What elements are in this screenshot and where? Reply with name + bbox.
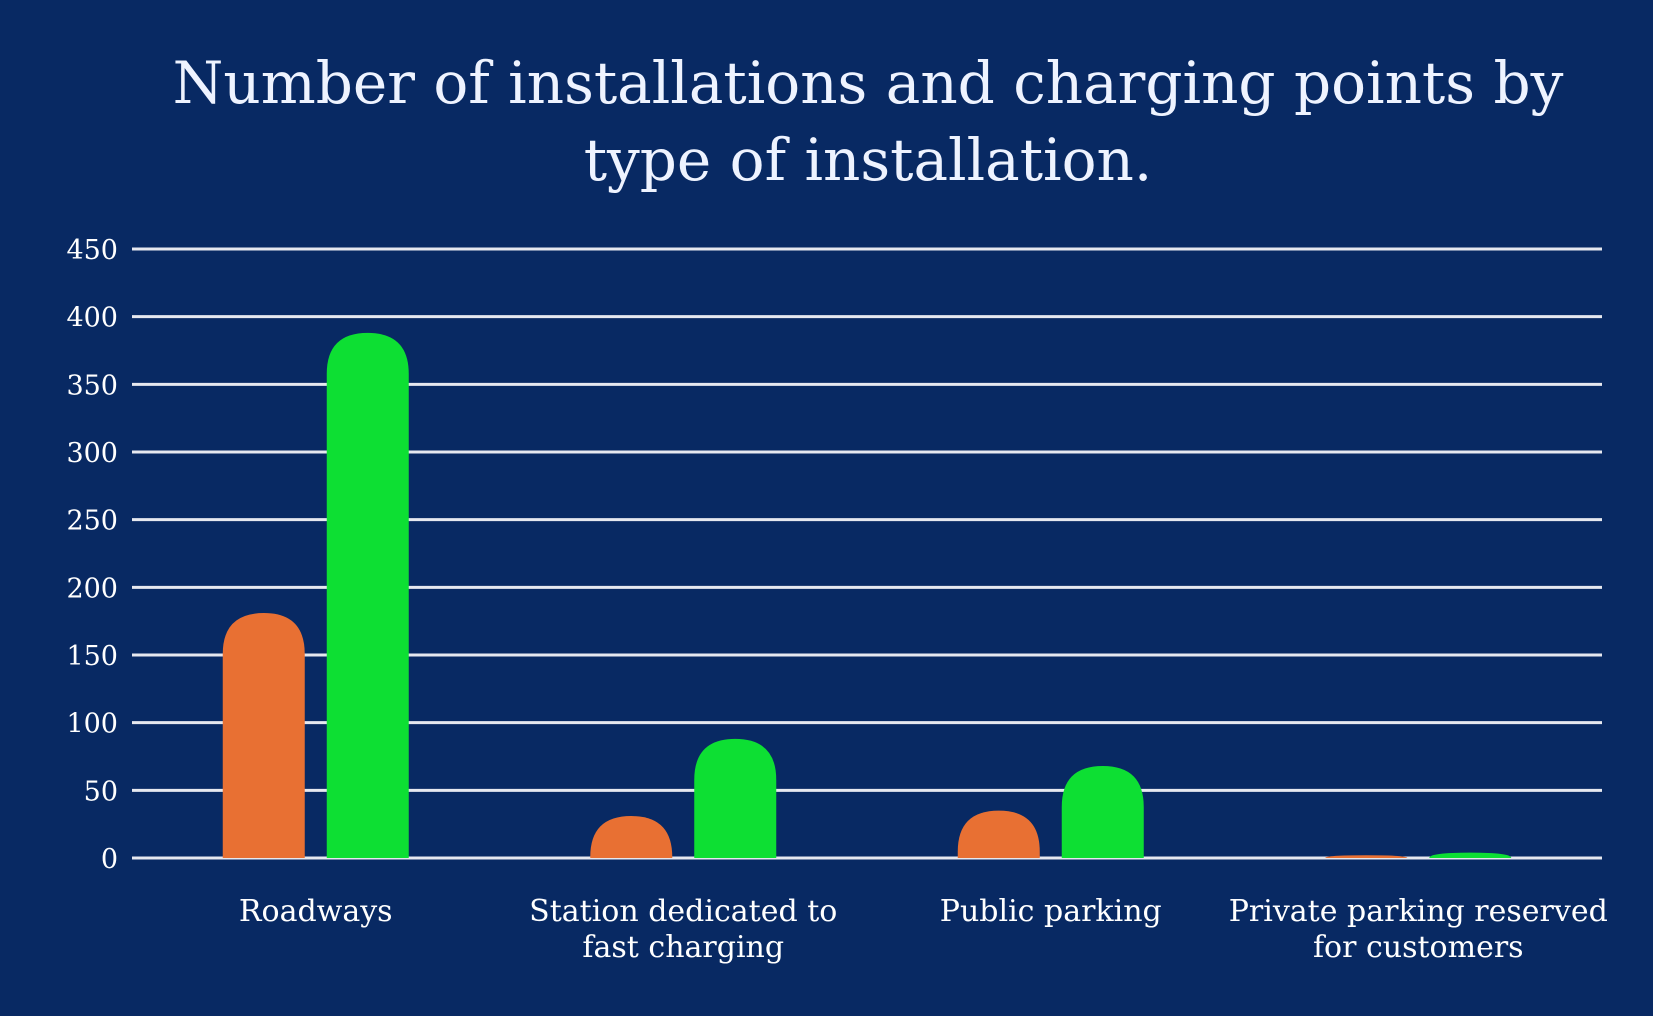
bar [326,332,409,858]
y-axis-tick-labels: 0 50 100 150 200 250 300 350 400 450 [66,235,118,875]
y-tick-label: 150 [66,641,118,672]
bar [1325,855,1408,858]
bar [590,816,673,858]
y-tick-label: 400 [66,303,118,334]
chart-title: Number of installations and charging poi… [173,49,1564,194]
x-category-label: Private parking reserved [1229,894,1608,929]
bar [957,810,1040,858]
y-tick-label: 200 [66,573,118,604]
y-tick-label: 50 [84,776,118,807]
x-category-label: Station dedicated to [529,894,837,929]
x-category-label: fast charging [582,930,784,965]
y-tick-label: 250 [66,506,118,537]
x-category-label: for customers [1313,930,1524,965]
y-tick-label: 450 [66,235,118,266]
bar [222,613,305,858]
chart-title-line-2: type of installation. [584,126,1153,194]
chart-title-line-1: Number of installations and charging poi… [173,49,1564,117]
bars [222,332,1512,858]
bar [694,738,777,858]
y-tick-label: 300 [66,438,118,469]
y-tick-label: 350 [66,370,118,401]
bar [1061,765,1144,858]
y-tick-label: 0 [101,844,118,875]
y-tick-label: 100 [66,709,118,740]
x-category-label: Public parking [940,894,1162,929]
bar [1429,852,1512,858]
x-category-label: Roadways [239,894,393,929]
